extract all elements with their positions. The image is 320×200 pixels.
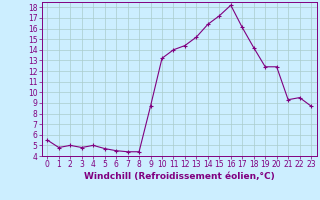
X-axis label: Windchill (Refroidissement éolien,°C): Windchill (Refroidissement éolien,°C) — [84, 172, 275, 181]
